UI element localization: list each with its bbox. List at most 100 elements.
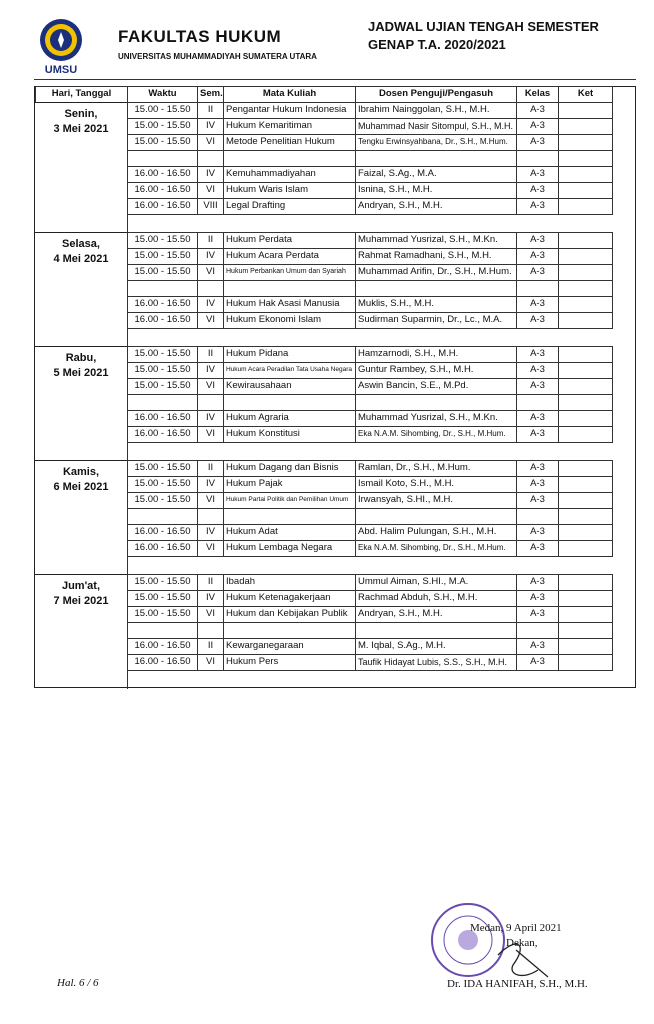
course-cell: Hukum dan Kebijakan Publik bbox=[223, 606, 356, 623]
course-cell: Hukum Acara Perdata bbox=[223, 248, 356, 265]
time-cell: 15.00 - 15.50 bbox=[127, 476, 198, 493]
class-cell: A-3 bbox=[516, 426, 559, 443]
day-date: 5 Mei 2021 bbox=[53, 367, 109, 379]
course-cell: Hukum Agraria bbox=[223, 410, 356, 427]
time-cell: 15.00 - 15.50 bbox=[127, 102, 198, 119]
class-cell: A-3 bbox=[516, 134, 559, 151]
sem-cell: VI bbox=[197, 378, 224, 395]
ket-cell bbox=[558, 134, 613, 151]
sem-cell: VI bbox=[197, 540, 224, 557]
ket-cell bbox=[558, 378, 613, 395]
course-cell: Hukum Pajak bbox=[223, 476, 356, 493]
blank-cell bbox=[223, 394, 356, 411]
ket-cell bbox=[558, 540, 613, 557]
lecturer-cell: Aswin Bancin, S.E., M.Pd. bbox=[355, 378, 517, 395]
class-cell: A-3 bbox=[516, 590, 559, 607]
class-cell: A-3 bbox=[516, 540, 559, 557]
lecturer-cell: Ummul Aiman, S.HI., M.A. bbox=[355, 574, 517, 591]
period: GENAP T.A. 2020/2021 bbox=[368, 37, 506, 52]
lecturer-cell: Ibrahim Nainggolan, S.H., M.H. bbox=[355, 102, 517, 119]
sem-cell: IV bbox=[197, 590, 224, 607]
blank-cell bbox=[516, 394, 559, 411]
class-cell: A-3 bbox=[516, 410, 559, 427]
class-cell: A-3 bbox=[516, 296, 559, 313]
class-cell: A-3 bbox=[516, 118, 559, 135]
ket-cell bbox=[558, 492, 613, 509]
logo: UMSU bbox=[40, 19, 82, 76]
lecturer-cell: Eka N.A.M. Sihombing, Dr., S.H., M.Hum. bbox=[355, 426, 517, 443]
sem-cell: IV bbox=[197, 118, 224, 135]
class-cell: A-3 bbox=[516, 166, 559, 183]
lecturer-cell: Andryan, S.H., M.H. bbox=[355, 606, 517, 623]
sem-cell: IV bbox=[197, 166, 224, 183]
ket-cell bbox=[558, 232, 613, 249]
time-cell: 16.00 - 16.50 bbox=[127, 312, 198, 329]
time-cell: 15.00 - 15.50 bbox=[127, 362, 198, 379]
class-cell: A-3 bbox=[516, 574, 559, 591]
blank-cell bbox=[223, 508, 356, 525]
course-cell: Hukum Partai Politik dan Pemilihan Umum bbox=[223, 492, 356, 509]
ket-cell bbox=[558, 198, 613, 215]
sem-cell: VI bbox=[197, 264, 224, 281]
ket-cell bbox=[558, 264, 613, 281]
blank-cell bbox=[127, 280, 198, 297]
time-cell: 15.00 - 15.50 bbox=[127, 590, 198, 607]
class-cell: A-3 bbox=[516, 524, 559, 541]
blank-cell bbox=[355, 508, 517, 525]
column-header: Sem. bbox=[197, 86, 224, 103]
blank-cell bbox=[355, 150, 517, 167]
class-cell: A-3 bbox=[516, 198, 559, 215]
course-cell: Hukum Perbankan Umum dan Syariah bbox=[223, 264, 356, 281]
ket-cell bbox=[558, 638, 613, 655]
class-cell: A-3 bbox=[516, 182, 559, 199]
sem-cell: IV bbox=[197, 410, 224, 427]
course-cell: Hukum Perdata bbox=[223, 232, 356, 249]
day-name: Selasa, bbox=[62, 238, 100, 250]
day-date: 7 Mei 2021 bbox=[53, 595, 109, 607]
ket-cell bbox=[558, 476, 613, 493]
course-cell: Kemuhammadiyahan bbox=[223, 166, 356, 183]
blank-cell bbox=[355, 394, 517, 411]
blank-cell bbox=[516, 280, 559, 297]
day-date: 4 Mei 2021 bbox=[53, 253, 109, 265]
column-header: Waktu bbox=[127, 86, 198, 103]
lecturer-cell: Ramlan, Dr., S.H., M.Hum. bbox=[355, 460, 517, 477]
ket-cell bbox=[558, 606, 613, 623]
sem-cell: II bbox=[197, 574, 224, 591]
lecturer-cell: Taufik Hidayat Lubis, S.S., S.H., M.H. bbox=[355, 654, 517, 671]
class-cell: A-3 bbox=[516, 264, 559, 281]
lecturer-cell: Muhammad Yusrizal, S.H., M.Kn. bbox=[355, 232, 517, 249]
course-cell: Hukum Konstitusi bbox=[223, 426, 356, 443]
blank-cell bbox=[127, 622, 198, 639]
lecturer-cell: Andryan, S.H., M.H. bbox=[355, 198, 517, 215]
course-cell: Hukum Kemaritiman bbox=[223, 118, 356, 135]
lecturer-cell: Guntur Rambey, S.H., M.H. bbox=[355, 362, 517, 379]
sem-cell: VI bbox=[197, 492, 224, 509]
blank-cell bbox=[516, 150, 559, 167]
course-cell: Hukum Ekonomi Islam bbox=[223, 312, 356, 329]
stamp-signature bbox=[431, 903, 549, 978]
university: UNIVERSITAS MUHAMMADIYAH SUMATERA UTARA bbox=[118, 52, 317, 61]
time-cell: 15.00 - 15.50 bbox=[127, 574, 198, 591]
signatory: Dr. IDA HANIFAH, S.H., M.H. bbox=[447, 978, 588, 990]
blank-cell bbox=[355, 622, 517, 639]
day-date: 6 Mei 2021 bbox=[53, 481, 109, 493]
time-cell: 16.00 - 16.50 bbox=[127, 638, 198, 655]
sem-cell: VIII bbox=[197, 198, 224, 215]
course-cell: Hukum Acara Peradilan Tata Usaha Negara bbox=[223, 362, 356, 379]
blank-cell bbox=[197, 150, 224, 167]
class-cell: A-3 bbox=[516, 476, 559, 493]
ket-cell bbox=[558, 296, 613, 313]
exam-title: JADWAL UJIAN TENGAH SEMESTER bbox=[368, 19, 599, 34]
sem-cell: II bbox=[197, 102, 224, 119]
time-cell: 16.00 - 16.50 bbox=[127, 540, 198, 557]
position: Dekan, bbox=[506, 937, 538, 949]
blank-cell bbox=[127, 508, 198, 525]
course-cell: Kewirausahaan bbox=[223, 378, 356, 395]
column-header: Hari, Tanggal bbox=[35, 86, 128, 103]
blank-cell bbox=[197, 508, 224, 525]
class-cell: A-3 bbox=[516, 638, 559, 655]
ket-cell bbox=[558, 102, 613, 119]
class-cell: A-3 bbox=[516, 248, 559, 265]
